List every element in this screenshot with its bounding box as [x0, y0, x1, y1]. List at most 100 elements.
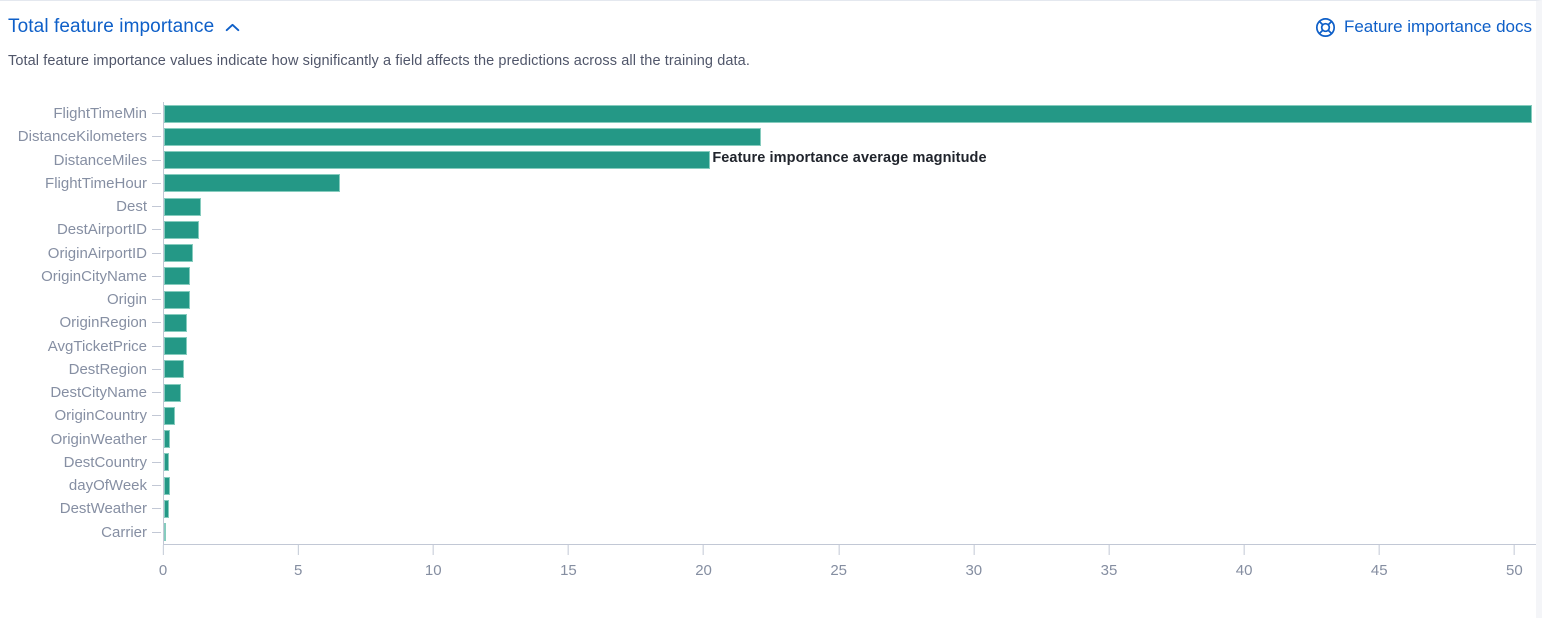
- y-axis-tick: [152, 508, 161, 510]
- bar-row: [164, 242, 1536, 265]
- bar-DestRegion: [164, 360, 184, 379]
- x-axis-tick: 30: [965, 544, 982, 579]
- bar-AvgTicketPrice: [164, 337, 187, 356]
- y-axis-row: Carrier: [0, 521, 163, 544]
- bar-Carrier: [164, 523, 166, 542]
- panel-header: Total feature importance Feature importa…: [8, 13, 1532, 41]
- y-axis-row: OriginRegion: [0, 311, 163, 334]
- y-axis-row: Origin: [0, 288, 163, 311]
- y-axis-tick: [152, 531, 161, 533]
- x-axis-title: Feature importance average magnitude: [712, 150, 987, 166]
- y-axis-row: AvgTicketPrice: [0, 335, 163, 358]
- bar-row: [164, 521, 1536, 544]
- y-axis-label: DistanceMiles: [53, 151, 147, 169]
- y-axis-tick: [152, 275, 161, 277]
- x-axis-tick: 0: [158, 544, 168, 579]
- docs-link-label: Feature importance docs: [1343, 17, 1532, 36]
- y-axis-row: OriginAirportID: [0, 242, 163, 265]
- chevron-up-icon: [224, 19, 241, 36]
- y-axis-label: FlightTimeHour: [45, 174, 147, 192]
- x-axis-tick: 50: [1506, 544, 1523, 579]
- x-axis-tick: 20: [695, 544, 712, 579]
- y-axis-label: OriginWeather: [50, 430, 147, 448]
- y-axis-row: FlightTimeMin: [0, 102, 163, 125]
- bar-row: [164, 125, 1536, 148]
- y-axis-label: OriginCountry: [54, 407, 147, 425]
- y-axis-label: OriginAirportID: [47, 244, 147, 262]
- bar-OriginWeather: [164, 430, 170, 449]
- y-axis-label: DestRegion: [68, 360, 147, 378]
- y-axis-label: DestCityName: [50, 384, 147, 402]
- feature-importance-docs-link[interactable]: Feature importance docs: [1315, 17, 1532, 38]
- x-axis-tick-mark: [1378, 544, 1380, 555]
- x-axis-tick-label: 20: [695, 561, 712, 579]
- x-axis-tick: 40: [1236, 544, 1252, 579]
- y-axis-row: DestCountry: [0, 451, 163, 474]
- bar-OriginCityName: [164, 267, 191, 286]
- bar-OriginRegion: [164, 313, 188, 332]
- y-axis-label: Dest: [116, 198, 147, 216]
- x-axis-tick-mark: [432, 544, 434, 555]
- section-title: Total feature importance: [8, 16, 215, 37]
- bar-DistanceKilometers: [164, 127, 761, 146]
- x-axis-tick-mark: [973, 544, 975, 555]
- bar-row: [164, 497, 1536, 520]
- y-axis-row: OriginWeather: [0, 428, 163, 451]
- y-axis-label: Origin: [106, 291, 147, 309]
- y-axis-row: DestCityName: [0, 381, 163, 404]
- bar-FlightTimeMin: [164, 104, 1532, 123]
- y-axis-tick: [152, 438, 161, 440]
- x-axis-tick-label: 35: [1100, 561, 1118, 579]
- y-axis-tick: [152, 113, 161, 115]
- bar-DestWeather: [164, 499, 169, 518]
- y-axis-row: DestWeather: [0, 497, 163, 520]
- y-axis-row: Dest: [0, 195, 163, 218]
- plot-area: [163, 102, 1536, 545]
- bar-row: [164, 172, 1536, 195]
- y-axis-row: dayOfWeek: [0, 474, 163, 497]
- x-axis-tick-mark: [703, 544, 705, 555]
- y-axis-label: DestWeather: [59, 500, 147, 518]
- bar-row: [164, 404, 1536, 427]
- y-axis: FlightTimeMin DistanceKilometers DistanceM…: [0, 102, 163, 618]
- y-axis-row: DestRegion: [0, 358, 163, 381]
- y-axis-label: OriginRegion: [59, 314, 147, 332]
- x-axis-tick-mark: [1108, 544, 1110, 555]
- y-axis-tick: [152, 392, 161, 394]
- x-axis-tick-label: 50: [1506, 561, 1523, 579]
- x-axis-tick-mark: [567, 544, 569, 555]
- y-axis-label: DestAirportID: [56, 221, 147, 239]
- x-axis-tick-mark: [297, 544, 299, 555]
- x-axis: 0 5 10 15 20 25 30 35 40 45 50: [159, 544, 1536, 618]
- y-axis-row: OriginCityName: [0, 265, 163, 288]
- y-axis-tick: [152, 136, 161, 138]
- y-axis-label: FlightTimeMin: [53, 105, 147, 123]
- y-axis-tick: [152, 415, 161, 417]
- bar-Dest: [164, 197, 201, 216]
- y-axis-row: DistanceKilometers: [0, 125, 163, 148]
- y-axis-label: OriginCityName: [41, 267, 147, 285]
- bar-row: [164, 218, 1536, 241]
- y-axis-row: DestAirportID: [0, 218, 163, 241]
- total-feature-importance-toggle[interactable]: Total feature importance: [8, 16, 241, 38]
- lifebuoy-icon: [1315, 17, 1336, 38]
- bar-FlightTimeHour: [164, 174, 340, 193]
- x-axis-tick-label: 15: [560, 561, 577, 579]
- y-axis-label: AvgTicketPrice: [47, 337, 147, 355]
- bar-DestCityName: [164, 383, 181, 402]
- x-axis-tick-label: 0: [158, 561, 168, 579]
- y-axis-tick: [152, 206, 161, 208]
- bar-DistanceMiles: [164, 151, 710, 170]
- x-axis-tick-label: 45: [1370, 561, 1388, 579]
- y-axis-tick: [152, 485, 161, 487]
- x-axis-tick: 35: [1100, 544, 1118, 579]
- bar-row: [164, 311, 1536, 334]
- x-axis-tick: 45: [1370, 544, 1388, 579]
- bar-row: [164, 358, 1536, 381]
- x-axis-tick-mark: [162, 544, 164, 555]
- x-axis-tick-mark: [838, 544, 840, 555]
- bar-row: [164, 381, 1536, 404]
- y-axis-row: DistanceMiles: [0, 149, 163, 172]
- bar-OriginCountry: [164, 406, 176, 425]
